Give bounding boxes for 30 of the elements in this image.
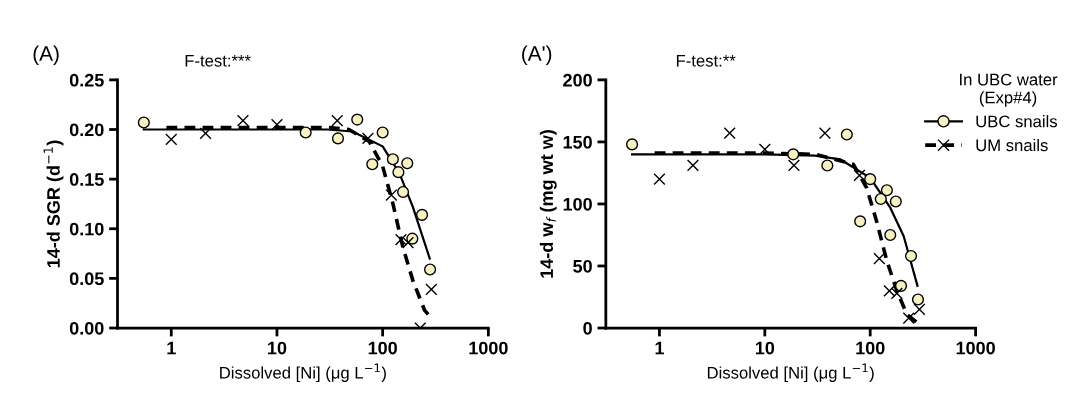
x-tick-label: 1 <box>167 341 176 355</box>
y-tick-label: 100 <box>563 197 592 211</box>
chart-title: F-test:*** <box>185 55 251 67</box>
x-axis-title: Dissolved [Ni] (μg L$^{−1}$) <box>220 363 386 382</box>
chart-title: F-test:** <box>676 55 736 67</box>
legend-label: UM snails <box>976 138 1048 152</box>
y-tick-label: 50 <box>573 259 592 273</box>
x-tick-label: 1000 <box>956 341 995 355</box>
y-tick-label: 0.00 <box>69 321 104 335</box>
x-tick-label: 1000 <box>469 341 508 355</box>
y-axis-title: 14-d SGR (d$^{−1}$) <box>43 140 64 268</box>
y-tick-label: 0.10 <box>69 222 104 236</box>
y-tick-label: 0.20 <box>69 123 104 137</box>
x-tick-label: 100 <box>368 341 397 355</box>
x-tick-label: 10 <box>268 341 287 355</box>
y-tick-label: 200 <box>563 73 592 87</box>
x-tick-label: 100 <box>856 341 885 355</box>
y-tick-label: 0.25 <box>69 73 104 87</box>
legend-title: In UBC water (Exp#4) <box>960 73 1058 107</box>
y-tick-label: 150 <box>563 135 592 149</box>
text: (A') <box>522 45 552 65</box>
x-tick-label: 1 <box>655 341 664 355</box>
text: (A) <box>33 45 59 65</box>
y-tick-label: 0.05 <box>69 272 104 286</box>
y-tick-label: 0 <box>583 321 592 335</box>
y-tick-label: 0.15 <box>69 173 104 186</box>
x-axis-title: Dissolved [Ni] (μg L$^{−1}$) <box>707 363 874 382</box>
y-axis-title: 14-d w$_{f}$ (mg wt w) <box>539 130 557 278</box>
legend-label: UBC snails <box>976 115 1058 128</box>
x-tick-label: 10 <box>755 341 775 355</box>
